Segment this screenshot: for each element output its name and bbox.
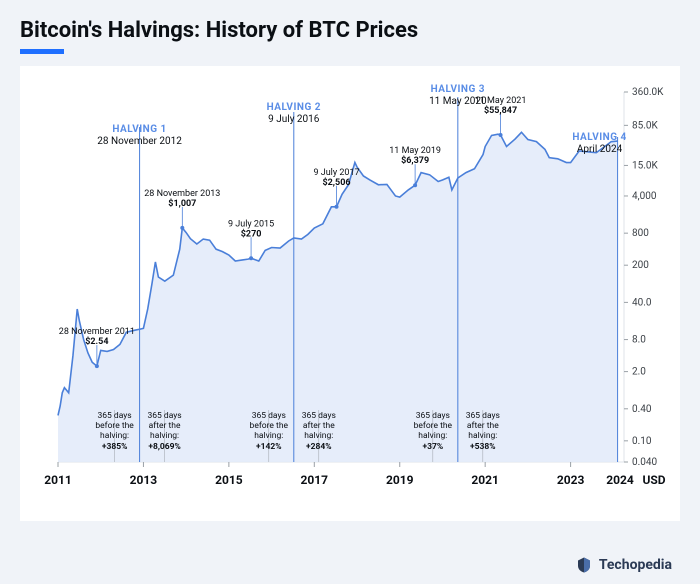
svg-text:9 July 2015: 9 July 2015 bbox=[228, 219, 274, 229]
svg-text:+385%: +385% bbox=[102, 442, 128, 452]
svg-text:9 July 2017: 9 July 2017 bbox=[313, 168, 359, 178]
svg-text:USD: USD bbox=[642, 473, 665, 487]
accent-bar bbox=[20, 49, 64, 54]
svg-text:before the: before the bbox=[95, 421, 134, 431]
svg-text:halving:: halving: bbox=[100, 431, 129, 441]
svg-text:halving:: halving: bbox=[150, 431, 179, 441]
svg-text:halving:: halving: bbox=[468, 431, 497, 441]
svg-text:2013: 2013 bbox=[130, 473, 158, 487]
svg-text:after the: after the bbox=[303, 421, 335, 431]
svg-text:2015: 2015 bbox=[215, 473, 243, 487]
svg-text:+142%: +142% bbox=[256, 442, 282, 452]
svg-text:2024: 2024 bbox=[606, 473, 634, 487]
svg-text:365 days: 365 days bbox=[302, 411, 336, 421]
svg-text:365 days: 365 days bbox=[147, 411, 181, 421]
svg-text:$2,506: $2,506 bbox=[322, 177, 350, 188]
svg-text:28 November 2012: 28 November 2012 bbox=[97, 136, 182, 147]
svg-text:HALVING 3: HALVING 3 bbox=[431, 84, 485, 95]
svg-text:halving:: halving: bbox=[418, 431, 447, 441]
page-title: Bitcoin's Halvings: History of BTC Price… bbox=[20, 18, 680, 43]
svg-text:0.040: 0.040 bbox=[632, 457, 657, 468]
svg-text:2019: 2019 bbox=[386, 473, 414, 487]
svg-text:$55,847: $55,847 bbox=[484, 105, 517, 116]
svg-text:4,000: 4,000 bbox=[632, 191, 657, 202]
svg-text:200: 200 bbox=[632, 260, 649, 271]
svg-text:28 November 2013: 28 November 2013 bbox=[144, 189, 220, 199]
svg-text:11 May 2019: 11 May 2019 bbox=[389, 146, 441, 156]
svg-text:2017: 2017 bbox=[301, 473, 329, 487]
svg-text:after the: after the bbox=[149, 421, 181, 431]
svg-text:0.40: 0.40 bbox=[632, 404, 652, 415]
svg-text:9 July 2016: 9 July 2016 bbox=[268, 114, 320, 125]
svg-text:halving:: halving: bbox=[304, 431, 333, 441]
svg-text:40.0: 40.0 bbox=[632, 297, 652, 308]
svg-text:$1,007: $1,007 bbox=[168, 198, 196, 209]
svg-text:April 2024: April 2024 bbox=[577, 144, 623, 155]
svg-text:$270: $270 bbox=[241, 228, 262, 239]
svg-text:365 days: 365 days bbox=[97, 411, 131, 421]
brand-label: Techopedia bbox=[599, 557, 672, 573]
svg-text:365 days: 365 days bbox=[466, 411, 500, 421]
brand-icon bbox=[575, 556, 593, 574]
svg-text:+284%: +284% bbox=[306, 442, 332, 452]
svg-text:0.10: 0.10 bbox=[632, 436, 652, 447]
svg-text:$6,379: $6,379 bbox=[401, 155, 429, 166]
svg-text:HALVING 2: HALVING 2 bbox=[267, 102, 321, 113]
svg-text:+37%: +37% bbox=[422, 442, 443, 452]
svg-text:360.0K: 360.0K bbox=[632, 87, 664, 98]
svg-text:+538%: +538% bbox=[470, 442, 496, 452]
svg-text:halving:: halving: bbox=[254, 431, 283, 441]
svg-text:HALVING 4: HALVING 4 bbox=[572, 132, 626, 143]
svg-text:before the: before the bbox=[250, 421, 289, 431]
svg-text:2023: 2023 bbox=[557, 473, 585, 487]
svg-text:before the: before the bbox=[414, 421, 453, 431]
svg-text:HALVING 1: HALVING 1 bbox=[112, 124, 166, 135]
svg-text:365 days: 365 days bbox=[252, 411, 286, 421]
svg-text:$2.54: $2.54 bbox=[85, 336, 108, 347]
svg-text:2021: 2021 bbox=[471, 473, 499, 487]
svg-text:28 November 2011: 28 November 2011 bbox=[59, 327, 135, 337]
svg-text:15.0K: 15.0K bbox=[632, 160, 658, 171]
svg-text:365 days: 365 days bbox=[416, 411, 450, 421]
svg-text:+8,069%: +8,069% bbox=[148, 442, 181, 452]
svg-text:11 May 2021: 11 May 2021 bbox=[475, 96, 527, 106]
brand-footer: Techopedia bbox=[575, 556, 672, 574]
chart-card: 360.0K 85.0K 15.0K 4,000 800 200 40.0 8.0 2.0 0.4… bbox=[20, 66, 680, 521]
svg-text:8.0: 8.0 bbox=[632, 335, 646, 346]
svg-text:2.0: 2.0 bbox=[632, 367, 646, 378]
svg-text:800: 800 bbox=[632, 228, 649, 239]
svg-text:2011: 2011 bbox=[44, 473, 72, 487]
svg-text:85.0K: 85.0K bbox=[632, 120, 658, 131]
svg-text:after the: after the bbox=[467, 421, 499, 431]
price-chart: 360.0K 85.0K 15.0K 4,000 800 200 40.0 8.0 2.0 0.4… bbox=[26, 72, 674, 512]
